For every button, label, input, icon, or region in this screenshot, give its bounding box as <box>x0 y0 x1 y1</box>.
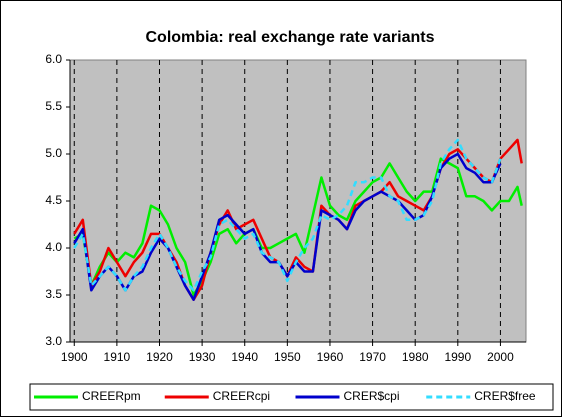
legend-label: CRER$cpi <box>344 389 400 403</box>
chart-title: Colombia: real exchange rate variants <box>146 29 435 46</box>
x-tick-label: 1970 <box>359 350 386 364</box>
series-line <box>73 152 502 301</box>
x-tick-label: 1960 <box>317 350 344 364</box>
series-line <box>73 157 523 297</box>
x-tick-label: 1980 <box>402 350 429 364</box>
series-line <box>73 138 523 301</box>
x-tick-label: 1990 <box>444 350 471 364</box>
plot-area <box>69 59 527 343</box>
legend-label: CREERcpi <box>213 389 270 403</box>
x-tick-label: 1920 <box>146 350 173 364</box>
y-tick-label: 3.0 <box>45 334 62 348</box>
y-tick-label: 6.0 <box>45 52 62 66</box>
legend-label: CRER$free <box>474 389 536 403</box>
y-tick-label: 4.0 <box>45 240 62 254</box>
legend-label: CREERpm <box>82 389 141 403</box>
x-tick-label: 1910 <box>104 350 131 364</box>
legend-box <box>29 383 554 411</box>
x-tick-label: 2000 <box>487 350 514 364</box>
y-tick-label: 4.5 <box>45 193 62 207</box>
y-tick-label: 3.5 <box>45 287 62 301</box>
x-tick-label: 1940 <box>231 350 258 364</box>
x-tick-label: 1900 <box>61 350 88 364</box>
y-tick-label: 5.5 <box>45 99 62 113</box>
x-tick-label: 1950 <box>274 350 301 364</box>
y-tick-label: 5.0 <box>45 146 62 160</box>
x-tick-label: 1930 <box>189 350 216 364</box>
series-line <box>73 138 502 292</box>
